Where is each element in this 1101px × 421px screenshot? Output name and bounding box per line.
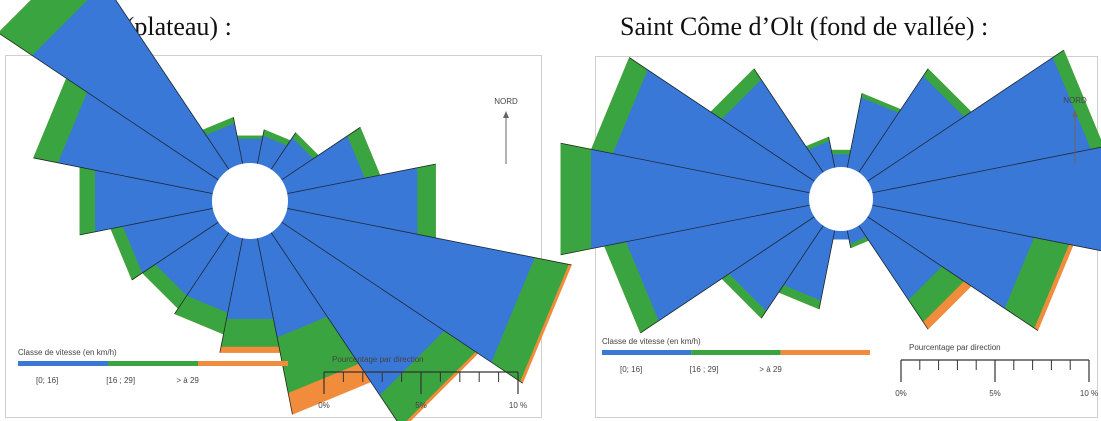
rose-sector-edge-6 bbox=[840, 198, 1039, 331]
legend-swatch-1 bbox=[108, 361, 198, 366]
wind-rose-panel-saint-come: NORD Classe de vitesse (en km/h) [0; 16] [1… bbox=[560, 49, 1101, 418]
legend-swatch-0 bbox=[18, 361, 108, 366]
scale-tick-label-2: 10 % bbox=[1080, 389, 1098, 398]
legend-label-0: [0; 16] bbox=[620, 365, 642, 374]
scale-tick-label-1: 5% bbox=[989, 389, 1001, 398]
percentage-scale: Pourcentage par direction 0% 5% 10 % bbox=[318, 355, 527, 410]
rose-sector-edge-14 bbox=[629, 57, 842, 200]
legend-swatch-2 bbox=[198, 361, 288, 366]
legend-label-2: > à 29 bbox=[759, 365, 782, 374]
calm-circle bbox=[809, 167, 873, 231]
scale-tick-label-1: 5% bbox=[415, 401, 427, 410]
north-label: NORD bbox=[494, 97, 518, 106]
rose-sector-edge-12 bbox=[560, 198, 842, 256]
rose-sector-edge-11 bbox=[640, 198, 842, 334]
percentage-scale: Pourcentage par direction 0% 5% 10 % bbox=[895, 343, 1098, 398]
wind-rose-petals bbox=[0, 0, 572, 421]
legend-label-0: [0; 16] bbox=[36, 376, 58, 385]
speed-class-legend: Classe de vitesse (en km/h) [0; 16] [16 ; … bbox=[602, 337, 870, 374]
north-label: NORD bbox=[1063, 96, 1087, 105]
rose-sector-edge-5 bbox=[249, 200, 572, 266]
rose-sector-edge-4 bbox=[840, 146, 1101, 200]
north-arrow-head bbox=[1072, 110, 1078, 117]
north-arrow: NORD bbox=[494, 97, 518, 164]
rose-sector-edge-6 bbox=[249, 200, 523, 384]
calm-circle bbox=[212, 163, 288, 239]
rose-sector-edge-5 bbox=[840, 198, 1101, 252]
chart-title-saint-come: Saint Côme d’Olt (fond de vallée) : bbox=[620, 12, 989, 41]
wind-rose-saint-come: NORD Classe de vitesse (en km/h) [0; 16] [1… bbox=[560, 49, 1101, 398]
rose-sector-edge-14 bbox=[0, 33, 251, 202]
rose-sector-edge-13 bbox=[560, 142, 842, 200]
north-arrow: NORD bbox=[1063, 96, 1087, 163]
scale-tick-label-0: 0% bbox=[318, 401, 330, 410]
wind-rose-petals bbox=[560, 49, 1101, 334]
wind-rose-panel-aurillac: NORD Classe de vitesse (en km/h) [0; 16] [1… bbox=[0, 0, 572, 421]
scale-title: Pourcentage par direction bbox=[909, 343, 1001, 352]
north-arrow-head bbox=[503, 111, 509, 118]
scale-tick-label-0: 0% bbox=[895, 389, 907, 398]
rose-sector-edge-15 bbox=[115, 0, 251, 202]
legend-swatch-0 bbox=[602, 350, 692, 355]
legend-label-1: [16 ; 29] bbox=[690, 365, 719, 374]
legend-title: Classe de vitesse (en km/h) bbox=[602, 337, 701, 346]
legend-title: Classe de vitesse (en km/h) bbox=[18, 348, 117, 357]
scale-title: Pourcentage par direction bbox=[332, 355, 424, 364]
legend-label-1: [16 ; 29] bbox=[106, 376, 135, 385]
wind-rose-aurillac: NORD Classe de vitesse (en km/h) [0; 16] [1… bbox=[0, 0, 572, 421]
speed-class-legend: Classe de vitesse (en km/h) [0; 16] [16 ; … bbox=[18, 348, 288, 385]
legend-swatch-1 bbox=[691, 350, 781, 355]
scale-tick-label-2: 10 % bbox=[509, 401, 527, 410]
rose-sector-edge-7 bbox=[249, 200, 398, 421]
legend-swatch-2 bbox=[780, 350, 870, 355]
legend-label-2: > à 29 bbox=[176, 376, 199, 385]
rose-sector-edge-3 bbox=[840, 49, 1064, 200]
